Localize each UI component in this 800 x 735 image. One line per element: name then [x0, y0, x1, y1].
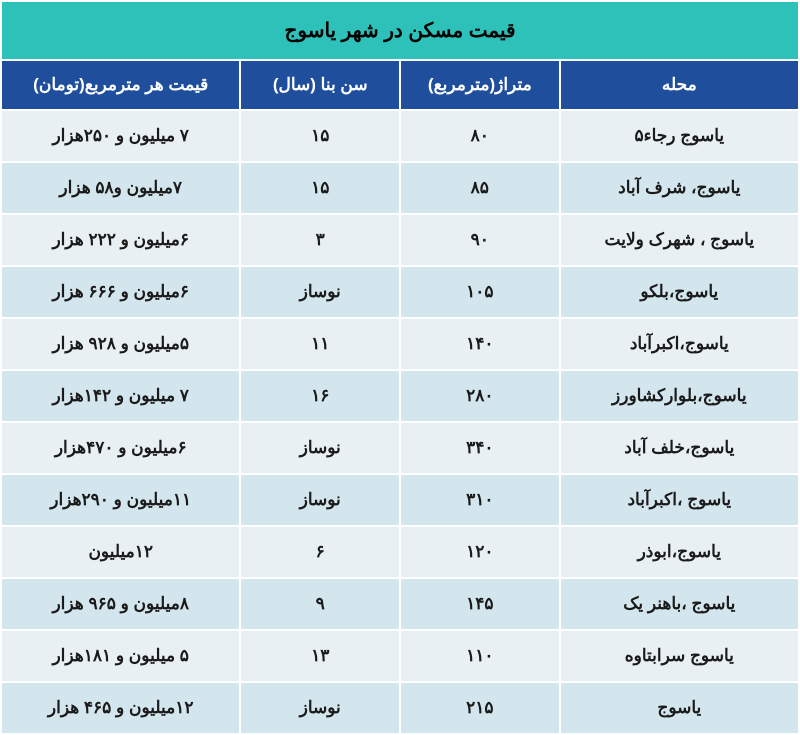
cell-price: ۸میلیون و ۹۶۵ هزار — [1, 578, 240, 630]
cell-age: ۱۵ — [240, 110, 400, 162]
col-header-price: قیمت هر مترمربع(تومان) — [1, 60, 240, 110]
cell-neighborhood: یاسوج ،اکبرآباد — [560, 474, 799, 526]
col-header-area: متراژ(مترمربع) — [400, 60, 560, 110]
cell-neighborhood: یاسوج،خلف آباد — [560, 422, 799, 474]
cell-price: ۵ میلیون و ۱۸۱هزار — [1, 630, 240, 682]
table-row: یاسوج ،باهنر یک۱۴۵۹۸میلیون و ۹۶۵ هزار — [1, 578, 799, 630]
cell-neighborhood: یاسوج رجاء۵ — [560, 110, 799, 162]
col-header-neighborhood: محله — [560, 60, 799, 110]
cell-age: نوساز — [240, 682, 400, 734]
cell-area: ۸۰ — [400, 110, 560, 162]
table-row: یاسوج،خلف آباد۳۴۰نوساز۶میلیون و ۴۷۰هزار — [1, 422, 799, 474]
table-row: یاسوج،ابوذر۱۲۰۶۱۲میلیون — [1, 526, 799, 578]
cell-price: ۵میلیون و ۹۲۸ هزار — [1, 318, 240, 370]
cell-neighborhood: یاسوج،اکبرآباد — [560, 318, 799, 370]
cell-area: ۲۸۰ — [400, 370, 560, 422]
cell-neighborhood: یاسوج، شرف آباد — [560, 162, 799, 214]
cell-age: ۳ — [240, 214, 400, 266]
cell-age: ۱۱ — [240, 318, 400, 370]
cell-age: ۹ — [240, 578, 400, 630]
cell-price: ۶میلیون و ۴۷۰هزار — [1, 422, 240, 474]
table-row: یاسوج، شرف آباد۸۵۱۵۷میلیون و۵۸ هزار — [1, 162, 799, 214]
cell-price: ۱۱میلیون و ۲۹۰هزار — [1, 474, 240, 526]
cell-age: ۶ — [240, 526, 400, 578]
table-header-row: محله متراژ(مترمربع) سن بنا (سال) قیمت هر… — [1, 60, 799, 110]
cell-area: ۱۱۰ — [400, 630, 560, 682]
cell-area: ۱۲۰ — [400, 526, 560, 578]
cell-age: نوساز — [240, 474, 400, 526]
table-row: یاسوج سرابتاوه۱۱۰۱۳۵ میلیون و ۱۸۱هزار — [1, 630, 799, 682]
cell-area: ۳۴۰ — [400, 422, 560, 474]
cell-price: ۱۲میلیون — [1, 526, 240, 578]
cell-age: ۱۵ — [240, 162, 400, 214]
table-row: یاسوج،بلوارکشاورز۲۸۰۱۶۷ میلیون و ۱۴۲هزار — [1, 370, 799, 422]
table-row: یاسوج ، شهرک ولایت۹۰۳۶میلیون و ۲۲۲ هزار — [1, 214, 799, 266]
cell-area: ۱۴۰ — [400, 318, 560, 370]
col-header-age: سن بنا (سال) — [240, 60, 400, 110]
cell-neighborhood: یاسوج،بلوارکشاورز — [560, 370, 799, 422]
cell-price: ۷ میلیون و ۲۵۰هزار — [1, 110, 240, 162]
table-row: یاسوج ،اکبرآباد۳۱۰نوساز۱۱میلیون و ۲۹۰هزا… — [1, 474, 799, 526]
cell-price: ۶میلیون و ۶۶۶ هزار — [1, 266, 240, 318]
cell-neighborhood: یاسوج ،باهنر یک — [560, 578, 799, 630]
cell-neighborhood: یاسوج،ابوذر — [560, 526, 799, 578]
cell-age: ۱۳ — [240, 630, 400, 682]
cell-area: ۳۱۰ — [400, 474, 560, 526]
cell-area: ۸۵ — [400, 162, 560, 214]
cell-neighborhood: یاسوج ، شهرک ولایت — [560, 214, 799, 266]
cell-price: ۱۲میلیون و ۴۶۵ هزار — [1, 682, 240, 734]
cell-neighborhood: یاسوج — [560, 682, 799, 734]
table-title: قیمت مسکن در شهر یاسوج — [1, 1, 799, 60]
cell-area: ۹۰ — [400, 214, 560, 266]
table-row: یاسوج،بلکو۱۰۵نوساز۶میلیون و ۶۶۶ هزار — [1, 266, 799, 318]
cell-age: ۱۶ — [240, 370, 400, 422]
cell-area: ۱۰۵ — [400, 266, 560, 318]
table-row: یاسوج رجاء۵۸۰۱۵۷ میلیون و ۲۵۰هزار — [1, 110, 799, 162]
cell-price: ۷ میلیون و ۱۴۲هزار — [1, 370, 240, 422]
cell-neighborhood: یاسوج سرابتاوه — [560, 630, 799, 682]
table-row: یاسوج،اکبرآباد۱۴۰۱۱۵میلیون و ۹۲۸ هزار — [1, 318, 799, 370]
housing-price-table: قیمت مسکن در شهر یاسوج محله متراژ(مترمرب… — [0, 0, 800, 735]
cell-area: ۲۱۵ — [400, 682, 560, 734]
cell-area: ۱۴۵ — [400, 578, 560, 630]
cell-price: ۶میلیون و ۲۲۲ هزار — [1, 214, 240, 266]
cell-neighborhood: یاسوج،بلکو — [560, 266, 799, 318]
table-row: یاسوج۲۱۵نوساز۱۲میلیون و ۴۶۵ هزار — [1, 682, 799, 734]
cell-age: نوساز — [240, 422, 400, 474]
table-title-row: قیمت مسکن در شهر یاسوج — [1, 1, 799, 60]
cell-age: نوساز — [240, 266, 400, 318]
cell-price: ۷میلیون و۵۸ هزار — [1, 162, 240, 214]
